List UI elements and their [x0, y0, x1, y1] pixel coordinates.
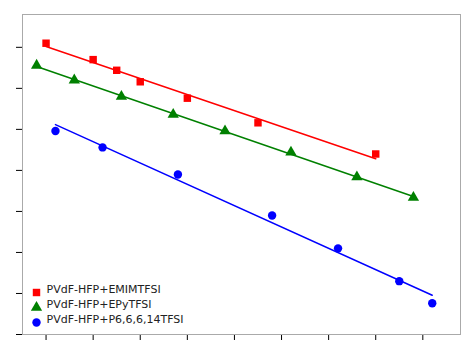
svg-text:PVdF-HFP+EPyTFSI: PVdF-HFP+EPyTFSI — [47, 298, 152, 311]
svg-text:PVdF-HFP+EMIMTFSI: PVdF-HFP+EMIMTFSI — [47, 283, 161, 296]
svg-text:PVdF-HFP+P6,6,6,14TFSI: PVdF-HFP+P6,6,6,14TFSI — [47, 313, 184, 326]
